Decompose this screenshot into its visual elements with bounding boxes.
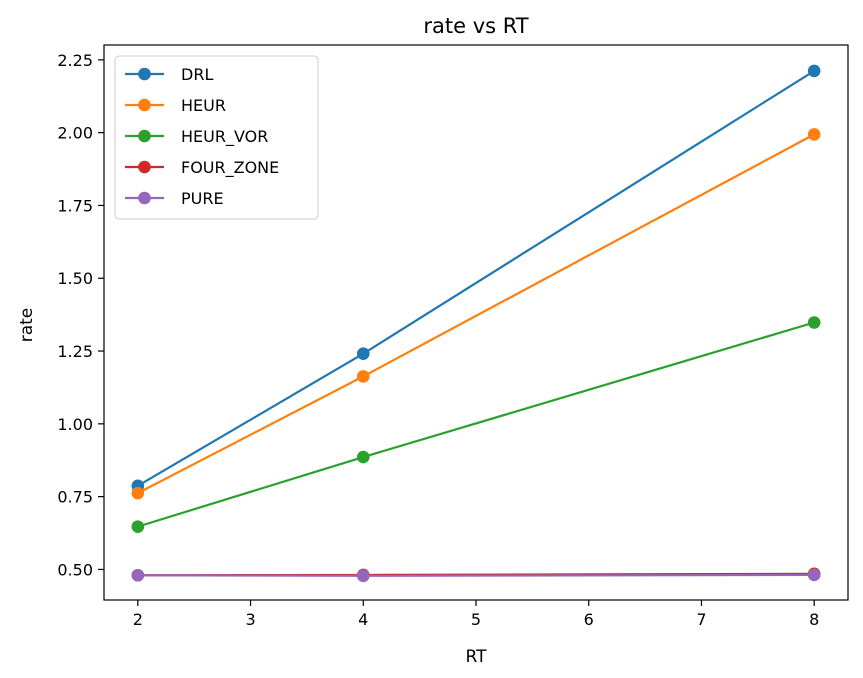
y-tick-label: 2.00 <box>57 124 93 143</box>
legend-entry: HEUR_VOR <box>125 127 268 147</box>
data-point <box>356 347 370 360</box>
chart-title: rate vs RT <box>423 14 528 38</box>
x-tick-label: 5 <box>471 610 481 629</box>
series-heur-vor <box>131 316 821 533</box>
legend-entry: DRL <box>125 65 213 84</box>
x-axis-label: RT <box>466 647 488 667</box>
legend-marker <box>138 191 151 205</box>
x-tick-label: 4 <box>358 610 368 629</box>
y-axis-label: rate <box>17 308 37 343</box>
series-line <box>137 573 815 577</box>
series-heur <box>131 128 821 500</box>
legend-marker <box>138 67 151 81</box>
series-pure <box>131 568 821 583</box>
x-tick-label: 6 <box>584 610 594 629</box>
x-tick-label: 3 <box>245 610 255 629</box>
legend-label: HEUR_VOR <box>181 127 268 147</box>
legend-label: PURE <box>181 189 224 208</box>
legend-entry: PURE <box>125 189 224 208</box>
y-tick-label: 2.25 <box>57 51 93 70</box>
data-point <box>807 128 821 141</box>
data-point <box>356 370 370 383</box>
data-point <box>131 568 145 582</box>
plot-area <box>131 64 821 583</box>
x-tick-label: 7 <box>696 610 706 629</box>
legend-marker <box>138 160 151 174</box>
legend: DRL HEUR HEUR_VOR FOUR_ZONE PURE <box>114 55 319 220</box>
legend-label: DRL <box>181 65 213 84</box>
legend-entry: HEUR <box>125 96 226 115</box>
y-tick-label: 1.75 <box>57 196 93 215</box>
data-point <box>807 568 821 582</box>
legend-marker <box>138 129 151 143</box>
y-tick-label: 1.50 <box>57 269 93 288</box>
data-point <box>356 450 370 464</box>
legend-label: HEUR <box>181 96 226 115</box>
x-tick-label: 8 <box>809 610 819 629</box>
legend-label: FOUR_ZONE <box>181 158 279 178</box>
series-line <box>137 321 815 528</box>
data-point <box>807 316 821 329</box>
y-tick-label: 1.00 <box>57 415 93 434</box>
data-point <box>131 486 145 500</box>
data-point <box>807 64 821 78</box>
y-tick-label: 1.25 <box>57 342 93 361</box>
y-tick-label: 0.75 <box>57 488 93 507</box>
axes: 2 3 4 5 6 7 8 0.50 0.75 1.00 1.25 1.50 1.75 2.00 2.25 <box>57 44 849 629</box>
x-tick-label: 2 <box>133 610 143 629</box>
legend-marker <box>138 98 151 112</box>
data-point <box>131 520 145 533</box>
legend-entry: FOUR_ZONE <box>125 158 279 178</box>
legend-box <box>114 55 319 220</box>
y-tick-label: 0.50 <box>57 560 93 579</box>
data-point <box>356 569 370 583</box>
